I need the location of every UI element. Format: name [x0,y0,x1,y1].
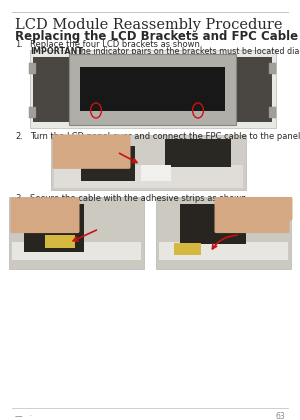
FancyBboxPatch shape [28,63,36,74]
Text: 63: 63 [275,412,285,420]
FancyBboxPatch shape [28,107,36,118]
FancyBboxPatch shape [236,57,272,122]
FancyBboxPatch shape [214,197,290,233]
FancyBboxPatch shape [54,165,243,188]
FancyBboxPatch shape [156,197,291,269]
Text: IMPORTANT:: IMPORTANT: [30,47,86,55]
Text: Secure the cable with the adhesive strips as shown.: Secure the cable with the adhesive strip… [30,194,249,202]
Text: —   ·: — · [15,412,32,420]
Text: Replacing the LCD Brackets and FPC Cable: Replacing the LCD Brackets and FPC Cable [15,30,298,43]
Text: Turn the LCD panel over and connect the FPC cable to the panel.: Turn the LCD panel over and connect the … [30,132,300,141]
FancyBboxPatch shape [165,139,231,167]
FancyBboxPatch shape [11,197,80,233]
FancyBboxPatch shape [268,107,276,118]
Text: The indicator pairs on the brackets must be located diagonally opposite each oth: The indicator pairs on the brackets must… [76,47,300,55]
FancyBboxPatch shape [33,57,69,122]
FancyBboxPatch shape [80,67,225,111]
Text: 2.: 2. [15,132,23,141]
Text: Replace the four LCD brackets as shown.: Replace the four LCD brackets as shown. [30,40,203,49]
FancyBboxPatch shape [24,204,84,252]
FancyBboxPatch shape [51,135,246,190]
FancyBboxPatch shape [52,134,130,169]
Text: 3.: 3. [15,194,23,202]
FancyBboxPatch shape [141,165,171,181]
FancyBboxPatch shape [9,197,144,269]
FancyBboxPatch shape [69,54,236,125]
Text: LCD Module Reassembly Procedure: LCD Module Reassembly Procedure [15,18,283,32]
FancyBboxPatch shape [81,146,135,181]
FancyBboxPatch shape [174,243,201,255]
FancyBboxPatch shape [180,204,246,244]
FancyBboxPatch shape [268,63,276,74]
FancyBboxPatch shape [12,241,141,260]
FancyBboxPatch shape [238,197,292,220]
FancyBboxPatch shape [159,241,288,260]
FancyBboxPatch shape [45,235,75,248]
FancyBboxPatch shape [30,50,276,128]
Text: 1.: 1. [15,40,23,49]
